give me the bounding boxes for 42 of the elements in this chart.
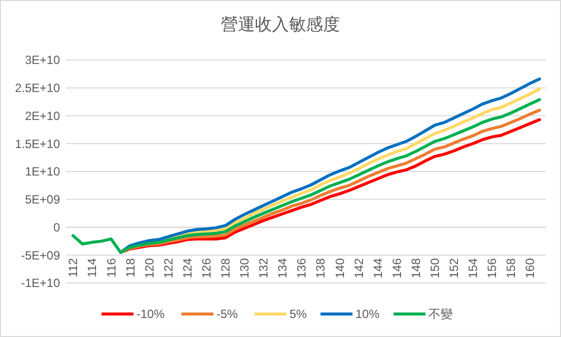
x-tick-label: 128	[218, 258, 233, 278]
legend-label: 5%	[290, 307, 308, 322]
y-tick-label: -5E+09	[20, 248, 60, 262]
x-tick-label: 124	[180, 258, 194, 278]
x-tick-label: 140	[332, 258, 347, 278]
x-tick-label: 150	[428, 258, 442, 278]
line-series	[72, 98, 541, 254]
legend-label: -10%	[136, 307, 165, 322]
x-tick-label: 132	[256, 258, 271, 278]
x-tick-label: 118	[123, 258, 138, 278]
line-series	[166, 87, 541, 240]
x-tick-label: 144	[370, 258, 385, 278]
y-tick-label: 2.5E+10	[14, 81, 60, 96]
legend-label: -5%	[216, 307, 238, 322]
x-tick-label: 134	[276, 258, 290, 278]
x-tick-label: 136	[294, 258, 309, 278]
x-tick-label: 154	[466, 258, 480, 278]
legend-label: 不變	[428, 307, 452, 322]
x-tick-label: 138	[314, 258, 328, 278]
x-tick-label: 122	[161, 258, 176, 278]
x-tick-label: 158	[504, 258, 518, 278]
chart-title: 營運收入敏感度	[221, 15, 340, 34]
x-tick-label: 112	[66, 258, 80, 278]
x-tick-label: 116	[104, 258, 118, 278]
x-tick-label: 142	[352, 258, 366, 278]
y-tick-label: 0	[53, 220, 60, 234]
x-tick-label: 146	[390, 258, 404, 278]
y-tick-label: 2E+10	[24, 108, 60, 123]
y-tick-label: 1E+10	[24, 164, 60, 179]
x-tick-label: 114	[85, 258, 100, 278]
x-tick-label: 130	[238, 258, 252, 278]
x-tick-label: 160	[523, 258, 538, 278]
y-tick-label: 3E+10	[24, 53, 60, 68]
x-tick-label: 152	[447, 258, 462, 278]
y-tick-label: -1E+10	[20, 276, 60, 290]
x-tick-label: 126	[199, 258, 214, 278]
y-tick-label: 5E+09	[24, 192, 60, 207]
x-tick-label: 148	[408, 258, 423, 278]
x-tick-label: 156	[485, 258, 500, 278]
y-tick-label: 1.5E+10	[14, 136, 60, 151]
x-tick-label: 120	[142, 258, 156, 278]
legend-label: 10%	[356, 307, 380, 322]
